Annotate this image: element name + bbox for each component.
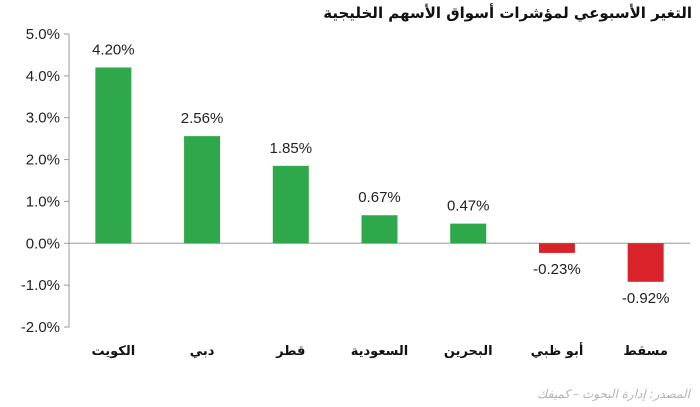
category-label: البحرين: [444, 344, 493, 359]
category-label: أبو ظبي: [531, 342, 584, 359]
y-tick-label: -2.0%: [21, 319, 60, 336]
y-tick-label: 1.0%: [26, 193, 60, 210]
data-label: 0.67%: [358, 189, 401, 206]
bar: [361, 215, 398, 244]
labels: 4.20% الكويت 2.56% دبي 1.85% قطر 0.67% السعودية…: [92, 41, 670, 359]
category-label: السعودية: [351, 344, 409, 359]
category-label: قطر: [275, 344, 305, 359]
bar: [538, 243, 575, 253]
data-label: 0.47%: [447, 198, 490, 215]
y-tick-label: -1.0%: [21, 277, 60, 294]
axes: 5.0% 4.0% 3.0% 2.0% 1.0% 0.0% -1.0% -2.0%: [21, 26, 690, 336]
chart-title: التغير الأسبوعي لمؤشرات أسواق الأسهم الخ…: [323, 4, 692, 22]
y-tick-label: 2.0%: [26, 152, 60, 169]
category-label: مسقط: [623, 344, 668, 359]
bars: [95, 67, 664, 282]
bar: [627, 243, 664, 282]
category-label: دبي: [190, 344, 215, 359]
bar: [95, 67, 132, 244]
data-label: 2.56%: [181, 110, 224, 127]
data-label: -0.23%: [533, 261, 581, 278]
y-tick-label: 5.0%: [26, 26, 60, 43]
data-label: 1.85%: [270, 140, 313, 157]
bar: [184, 136, 221, 244]
bar: [272, 165, 309, 244]
data-label: -0.92%: [622, 290, 670, 307]
data-label: 4.20%: [92, 41, 135, 58]
category-label: الكويت: [92, 344, 136, 359]
y-tick-label: 3.0%: [26, 110, 60, 127]
source-note: المصدر: إدارة البحوث - كميفك: [537, 387, 690, 401]
y-tick-label: 4.0%: [26, 68, 60, 85]
y-tick-label: 0.0%: [26, 235, 60, 252]
bar: [450, 223, 487, 244]
